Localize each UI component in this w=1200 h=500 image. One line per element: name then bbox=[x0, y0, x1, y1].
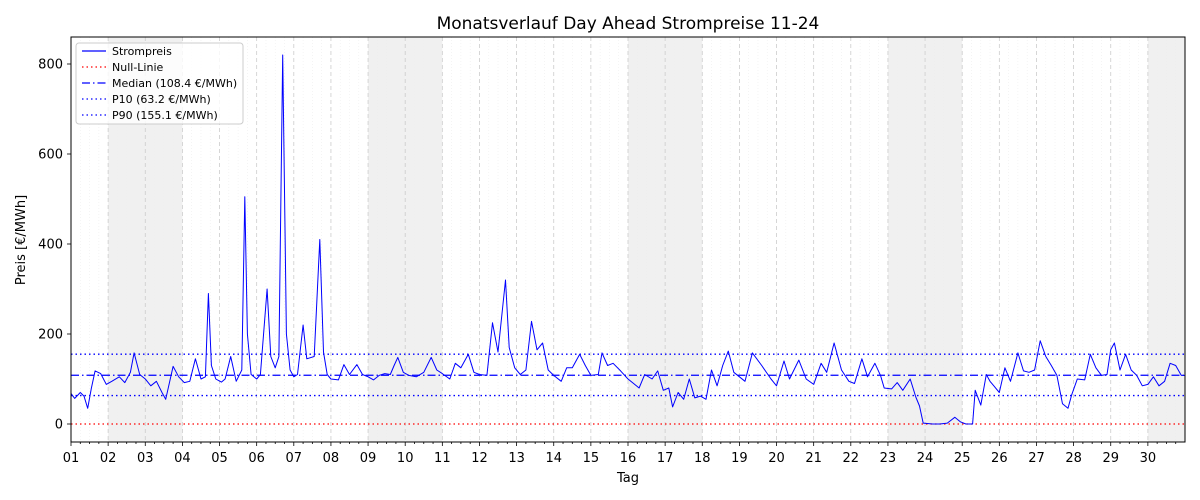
x-tick-label: 12 bbox=[471, 451, 488, 466]
x-tick-label: 26 bbox=[991, 451, 1008, 466]
x-tick-label: 29 bbox=[1102, 451, 1119, 466]
x-tick-label: 10 bbox=[397, 451, 414, 466]
weekend-band bbox=[925, 37, 963, 442]
x-tick-label: 15 bbox=[583, 451, 600, 466]
x-tick-label: 20 bbox=[768, 451, 785, 466]
x-tick-label: 04 bbox=[174, 451, 191, 466]
x-tick-label: 22 bbox=[843, 451, 860, 466]
legend-label: P10 (63.2 €/MWh) bbox=[112, 93, 211, 106]
weekend-band bbox=[887, 37, 926, 442]
x-tick-label: 14 bbox=[545, 451, 562, 466]
weekend-band bbox=[665, 37, 703, 442]
x-tick-label: 28 bbox=[1065, 451, 1082, 466]
x-tick-label: 01 bbox=[63, 451, 80, 466]
x-tick-label: 27 bbox=[1028, 451, 1045, 466]
x-tick-label: 16 bbox=[620, 451, 637, 466]
x-tick-label: 24 bbox=[917, 451, 934, 466]
x-tick-label: 07 bbox=[286, 451, 303, 466]
x-tick-label: 08 bbox=[323, 451, 340, 466]
x-axis-label: Tag bbox=[616, 471, 639, 486]
reference-lines bbox=[71, 353, 1185, 425]
legend-label: P90 (155.1 €/MWh) bbox=[112, 109, 218, 122]
x-tick-label: 25 bbox=[954, 451, 971, 466]
x-tick-label: 21 bbox=[805, 451, 822, 466]
weekend-band bbox=[368, 37, 406, 442]
y-axis-ticks: 0 200 400 600 800 bbox=[38, 58, 71, 433]
y-tick-label: 800 bbox=[38, 58, 63, 73]
y-axis-label: Preis [€/MWh] bbox=[14, 195, 29, 285]
x-tick-label: 03 bbox=[137, 451, 154, 466]
x-axis-ticks: 01 02 03 04 05 06 07 08 09 10 11 12 13 14 15 16 17 18 19 20… bbox=[63, 442, 1177, 466]
legend-label: Null-Linie bbox=[112, 61, 163, 74]
x-tick-label: 02 bbox=[100, 451, 117, 466]
x-tick-label: 13 bbox=[508, 451, 525, 466]
y-tick-label: 200 bbox=[38, 328, 63, 343]
x-tick-label: 05 bbox=[211, 451, 228, 466]
x-tick-label: 19 bbox=[731, 451, 748, 466]
series-lines bbox=[70, 54, 1185, 425]
chart-title: Monatsverlauf Day Ahead Strompreise 11-2… bbox=[437, 14, 820, 34]
strompreis-line bbox=[70, 54, 1185, 425]
x-tick-label: 18 bbox=[694, 451, 711, 466]
legend: Strompreis Null-Linie Median (108.4 €/MWh)… bbox=[75, 42, 244, 125]
x-tick-label: 17 bbox=[657, 451, 674, 466]
legend-box bbox=[75, 42, 244, 125]
y-tick-label: 400 bbox=[38, 238, 63, 253]
legend-label: Strompreis bbox=[112, 45, 172, 58]
x-tick-label: 30 bbox=[1140, 451, 1157, 466]
x-tick-label: 11 bbox=[434, 451, 451, 466]
legend-label: Median (108.4 €/MWh) bbox=[112, 77, 237, 90]
weekend-band bbox=[405, 37, 443, 442]
x-tick-label: 09 bbox=[360, 451, 377, 466]
y-tick-label: 0 bbox=[55, 418, 63, 433]
x-tick-label: 06 bbox=[248, 451, 265, 466]
x-tick-label: 23 bbox=[880, 451, 897, 466]
y-tick-label: 600 bbox=[38, 148, 63, 163]
